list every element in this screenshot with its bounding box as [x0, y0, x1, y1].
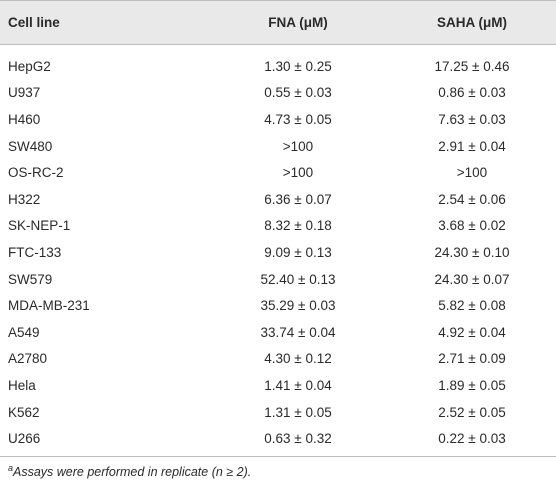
value-cell: >100 — [282, 165, 314, 181]
cell-line: U937 — [8, 85, 41, 101]
header-cell: Cell line — [8, 15, 60, 30]
header-cell: SAHA (μM) — [437, 15, 507, 30]
cell-line: SW480 — [8, 138, 53, 154]
cell-line: H460 — [8, 111, 41, 127]
value-cell: 24.30 ± 0.07 — [434, 271, 510, 287]
data-table: Cell line FNA (μM) SAHA (μM) HepG2 1.30 ± 0… — [0, 0, 556, 457]
cell-line: HepG2 — [8, 58, 51, 74]
header-row: Cell line FNA (μM) SAHA (μM) — [0, 0, 556, 45]
cell-line: U266 — [8, 431, 41, 447]
value-cell: 4.73 ± 0.05 — [264, 111, 332, 127]
footnote-text: Assays were performed in replicate (n ≥ … — [13, 465, 252, 480]
value-cell: 33.74 ± 0.04 — [260, 324, 336, 340]
cell-line: SK-NEP-1 — [8, 218, 71, 234]
value-cell: 4.30 ± 0.12 — [264, 351, 332, 367]
value-cell: 1.30 ± 0.25 — [264, 58, 332, 74]
table-row: U266 0.63 ± 0.32 0.22 ± 0.03 — [0, 425, 556, 456]
cell-line: Hela — [8, 377, 36, 393]
value-cell: 1.89 ± 0.05 — [438, 377, 506, 393]
table-row: H460 4.73 ± 0.05 7.63 ± 0.03 — [0, 106, 556, 133]
value-cell: 0.22 ± 0.03 — [438, 431, 506, 447]
table-row: H322 6.36 ± 0.07 2.54 ± 0.06 — [0, 186, 556, 213]
value-cell: 0.86 ± 0.03 — [438, 85, 506, 101]
value-cell: 1.31 ± 0.05 — [264, 404, 332, 420]
cell-line: A549 — [8, 324, 40, 340]
header-cell: FNA (μM) — [268, 15, 328, 30]
value-cell: 0.63 ± 0.32 — [264, 431, 332, 447]
value-cell: 24.30 ± 0.10 — [434, 244, 510, 260]
cell-line: SW579 — [8, 271, 53, 287]
value-cell: 1.41 ± 0.04 — [264, 377, 332, 393]
value-cell: 17.25 ± 0.46 — [434, 58, 510, 74]
value-cell: 8.32 ± 0.18 — [264, 218, 332, 234]
value-cell: 9.09 ± 0.13 — [264, 244, 332, 260]
cell-line: H322 — [8, 191, 41, 207]
value-cell: 0.55 ± 0.03 — [264, 85, 332, 101]
value-cell: 6.36 ± 0.07 — [264, 191, 332, 207]
value-cell: 7.63 ± 0.03 — [438, 111, 506, 127]
value-cell: 3.68 ± 0.02 — [438, 218, 506, 234]
value-cell: 35.29 ± 0.03 — [260, 298, 336, 314]
value-cell: 52.40 ± 0.13 — [260, 271, 336, 287]
table-row: HepG2 1.30 ± 0.25 17.25 ± 0.46 — [0, 45, 556, 80]
value-cell: 4.92 ± 0.04 — [438, 324, 506, 340]
table-row: Hela 1.41 ± 0.04 1.89 ± 0.05 — [0, 372, 556, 399]
cell-line: K562 — [8, 404, 40, 420]
table-row: U937 0.55 ± 0.03 0.86 ± 0.03 — [0, 80, 556, 107]
table-row: SW480 >100 2.91 ± 0.04 — [0, 133, 556, 160]
table-body: HepG2 1.30 ± 0.25 17.25 ± 0.46 U937 0.55 ± 0… — [0, 45, 556, 457]
cell-line: A2780 — [8, 351, 48, 367]
table-row: OS-RC-2 >100 >100 — [0, 159, 556, 186]
table-row: FTC-133 9.09 ± 0.13 24.30 ± 0.10 — [0, 239, 556, 266]
table-row: A549 33.74 ± 0.04 4.92 ± 0.04 — [0, 319, 556, 346]
value-cell: 5.82 ± 0.08 — [438, 298, 506, 314]
value-cell: 2.52 ± 0.05 — [438, 404, 506, 420]
table-row: K562 1.31 ± 0.05 2.52 ± 0.05 — [0, 399, 556, 426]
table-row: MDA-MB-231 35.29 ± 0.03 5.82 ± 0.08 — [0, 292, 556, 319]
cell-line: OS-RC-2 — [8, 165, 64, 181]
cell-line: MDA-MB-231 — [8, 298, 90, 314]
value-cell: 2.91 ± 0.04 — [438, 138, 506, 154]
value-cell: 2.54 ± 0.06 — [438, 191, 506, 207]
table-row: SW579 52.40 ± 0.13 24.30 ± 0.07 — [0, 266, 556, 293]
value-cell: >100 — [282, 138, 314, 154]
table-row: SK-NEP-1 8.32 ± 0.18 3.68 ± 0.02 — [0, 213, 556, 240]
footnote: aAssays were performed in replicate (n ≥… — [8, 463, 251, 479]
footnote-marker: a — [8, 463, 14, 473]
table-row: A2780 4.30 ± 0.12 2.71 ± 0.09 — [0, 346, 556, 373]
value-cell: 2.71 ± 0.09 — [438, 351, 506, 367]
value-cell: >100 — [456, 165, 488, 181]
cell-line: FTC-133 — [8, 244, 62, 260]
